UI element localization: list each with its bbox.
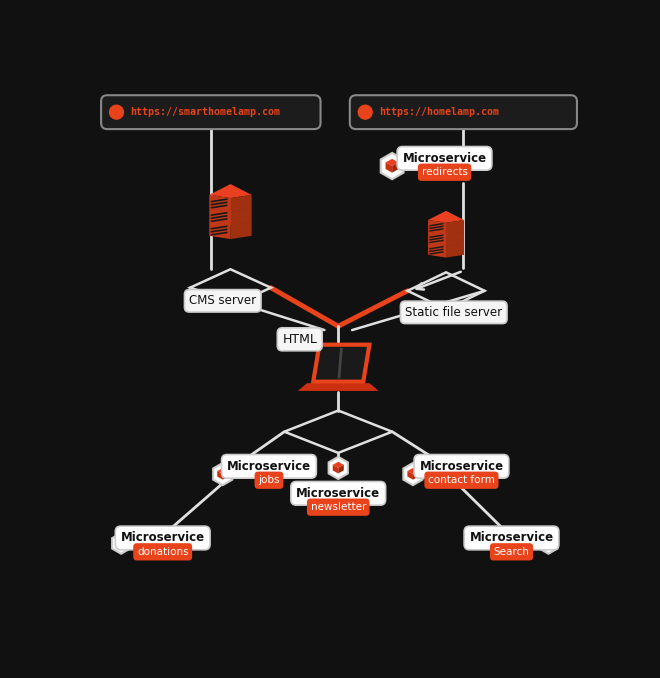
Polygon shape: [209, 222, 230, 239]
Text: https://smarthomelamp.com: https://smarthomelamp.com: [131, 107, 280, 117]
Text: redirects: redirects: [422, 167, 467, 177]
Polygon shape: [329, 457, 348, 479]
Polygon shape: [413, 471, 418, 479]
Text: Microservice: Microservice: [419, 460, 504, 473]
Polygon shape: [209, 195, 230, 212]
Polygon shape: [217, 468, 228, 474]
Polygon shape: [428, 234, 464, 246]
Polygon shape: [230, 195, 251, 212]
Polygon shape: [209, 208, 230, 226]
Polygon shape: [209, 197, 251, 212]
Polygon shape: [333, 462, 344, 468]
Polygon shape: [539, 533, 558, 554]
Text: contact form: contact form: [428, 475, 495, 485]
Polygon shape: [217, 471, 223, 479]
Polygon shape: [209, 211, 251, 225]
Polygon shape: [230, 222, 251, 239]
Polygon shape: [548, 540, 554, 549]
Polygon shape: [543, 540, 548, 549]
Polygon shape: [223, 471, 228, 479]
Text: Microservice: Microservice: [403, 152, 486, 165]
Polygon shape: [428, 243, 446, 258]
Text: HTML: HTML: [282, 333, 317, 346]
Text: Microservice: Microservice: [121, 532, 205, 544]
Polygon shape: [381, 153, 403, 179]
Polygon shape: [392, 163, 399, 173]
Text: Search: Search: [494, 547, 529, 557]
Polygon shape: [333, 465, 338, 473]
Polygon shape: [314, 344, 370, 382]
Polygon shape: [121, 540, 126, 549]
Polygon shape: [385, 159, 399, 166]
Polygon shape: [407, 468, 418, 474]
Polygon shape: [116, 540, 121, 549]
Text: Static file server: Static file server: [405, 306, 502, 319]
Text: donations: donations: [137, 547, 189, 557]
Polygon shape: [213, 463, 232, 485]
FancyBboxPatch shape: [101, 95, 321, 129]
Polygon shape: [407, 471, 413, 479]
Polygon shape: [209, 184, 251, 198]
Polygon shape: [446, 243, 464, 258]
Polygon shape: [428, 211, 464, 223]
Polygon shape: [403, 463, 422, 485]
Text: Microservice: Microservice: [227, 460, 311, 473]
Text: Microservice: Microservice: [296, 487, 380, 500]
FancyBboxPatch shape: [350, 95, 577, 129]
Polygon shape: [428, 220, 446, 235]
Polygon shape: [298, 383, 379, 391]
Polygon shape: [230, 208, 251, 226]
Polygon shape: [112, 533, 130, 554]
Text: https://homelamp.com: https://homelamp.com: [379, 107, 499, 117]
Polygon shape: [385, 163, 392, 173]
Polygon shape: [338, 465, 344, 473]
Circle shape: [358, 105, 372, 119]
Text: jobs: jobs: [258, 475, 280, 485]
Polygon shape: [543, 538, 554, 543]
Polygon shape: [428, 222, 464, 235]
Text: Microservice: Microservice: [469, 532, 554, 544]
Polygon shape: [446, 231, 464, 246]
Polygon shape: [116, 538, 126, 543]
Text: newsletter: newsletter: [311, 502, 366, 512]
Polygon shape: [428, 231, 446, 246]
Text: CMS server: CMS server: [189, 294, 256, 307]
Circle shape: [110, 105, 123, 119]
Polygon shape: [446, 220, 464, 235]
